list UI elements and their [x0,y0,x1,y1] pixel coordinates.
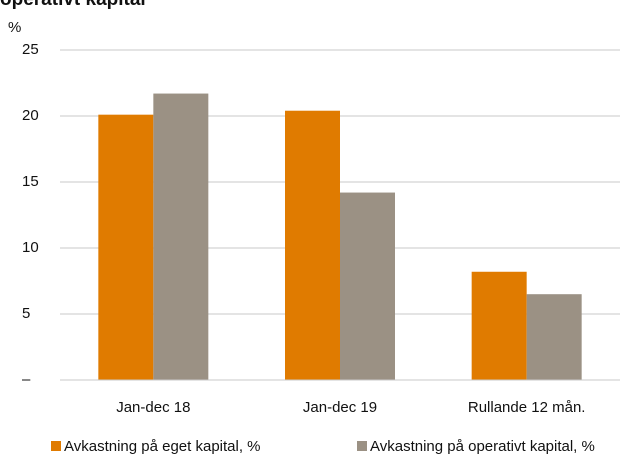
legend-label: Avkastning på operativt kapital, % [370,438,595,455]
bar [526,294,582,380]
legend-label: Avkastning på eget kapital, % [64,438,261,455]
x-tick-label: Jan-dec 18 [116,399,190,416]
x-tick-label: Rullande 12 mån. [468,399,586,416]
bar [340,192,395,380]
bar [98,114,154,381]
chart-title: operativt kapital [0,0,146,10]
bar [285,110,340,380]
y-tick-label: – [22,371,31,388]
bar [153,93,209,380]
y-tick-label: 10 [22,239,39,256]
legend-swatch [51,441,61,451]
legend-swatch [357,441,367,451]
y-tick-label: 15 [22,173,39,190]
bar [471,271,527,380]
y-tick-label: 25 [22,41,39,58]
y-tick-label: 5 [22,305,30,322]
x-tick-label: Jan-dec 19 [303,399,377,416]
y-tick-label: 20 [22,107,39,124]
y-unit: % [8,19,21,36]
